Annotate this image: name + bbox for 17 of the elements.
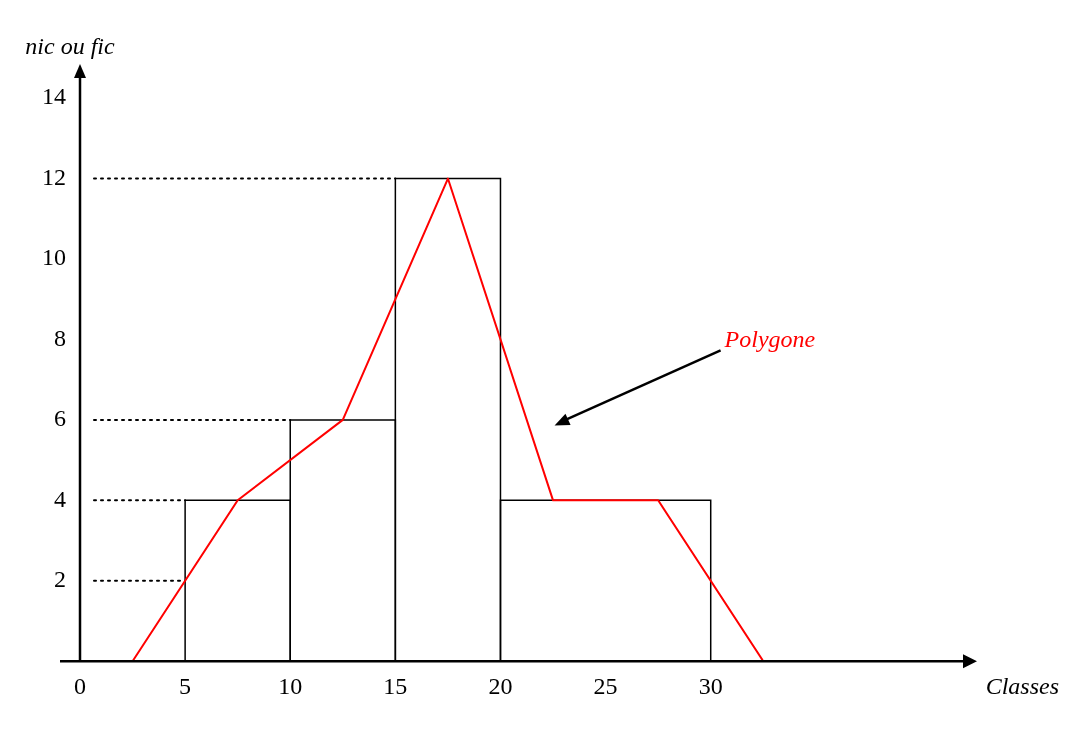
x-tick-label: 20 [488, 672, 513, 699]
x-tick-label: 10 [278, 672, 303, 699]
x-tick-label: 0 [74, 672, 86, 699]
x-tick-label: 5 [179, 672, 192, 699]
y-tick-label: 8 [54, 324, 66, 351]
annotation: Polygone [723, 325, 816, 352]
x-tick-label: 30 [698, 672, 723, 699]
y-tick-label: 6 [54, 405, 66, 432]
y-tick-label: 4 [54, 485, 66, 512]
x-axis-title: Classes [985, 672, 1059, 699]
y-tick-label: 2 [54, 566, 66, 593]
y-tick-label: 12 [42, 163, 66, 190]
y-axis-title: nic ou fic [25, 33, 115, 60]
x-tick-label: 15 [383, 672, 408, 699]
y-tick-label: 10 [42, 244, 66, 271]
x-tick-label: 25 [593, 672, 618, 699]
y-tick-label: 14 [42, 83, 66, 110]
